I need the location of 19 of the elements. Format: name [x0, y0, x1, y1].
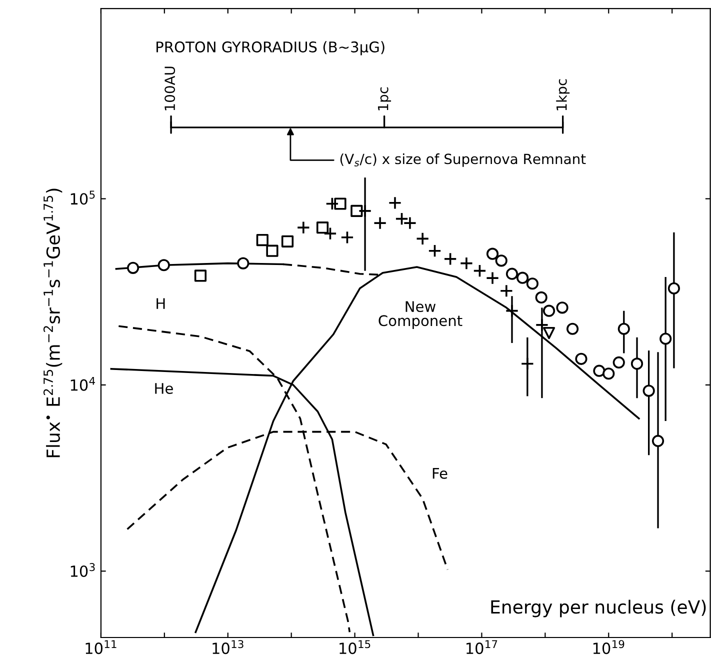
x-tick-label: 10$^{13}$ — [212, 640, 244, 654]
annotation: PROTON GYRORADIUS (B~3μG) — [156, 41, 384, 56]
x-tick-label: 10$^{17}$ — [466, 640, 498, 654]
annotation: 100AU — [164, 66, 176, 110]
annotation: (V$_{s}$/c) x size of Supernova Remnant — [340, 153, 586, 167]
y-tick-label: 10$^{5}$ — [70, 190, 95, 205]
annotation: New Component — [378, 301, 462, 329]
y-tick-label: 10$^{4}$ — [70, 376, 96, 391]
annotation: 1pc — [378, 87, 392, 110]
text: Flux$^{•}$ E$^{2.75}$(m$^{−2}$sr$^{−1}$s$^{−1}$GeV$^{1.75}$) — [43, 188, 62, 458]
annotation: H — [156, 298, 165, 309]
annotation: Fe — [432, 468, 448, 479]
x-tick-label: 10$^{11}$ — [86, 640, 116, 654]
x-tick-label: 10$^{15}$ — [340, 640, 370, 654]
annotation: 1kpc — [556, 79, 570, 110]
annotation: He — [155, 383, 173, 394]
x-axis-title: Energy per nucleus (eV) — [491, 600, 706, 618]
y-tick-label: 10$^{3}$ — [70, 563, 95, 578]
x-tick-label: 10$^{19}$ — [593, 640, 624, 654]
